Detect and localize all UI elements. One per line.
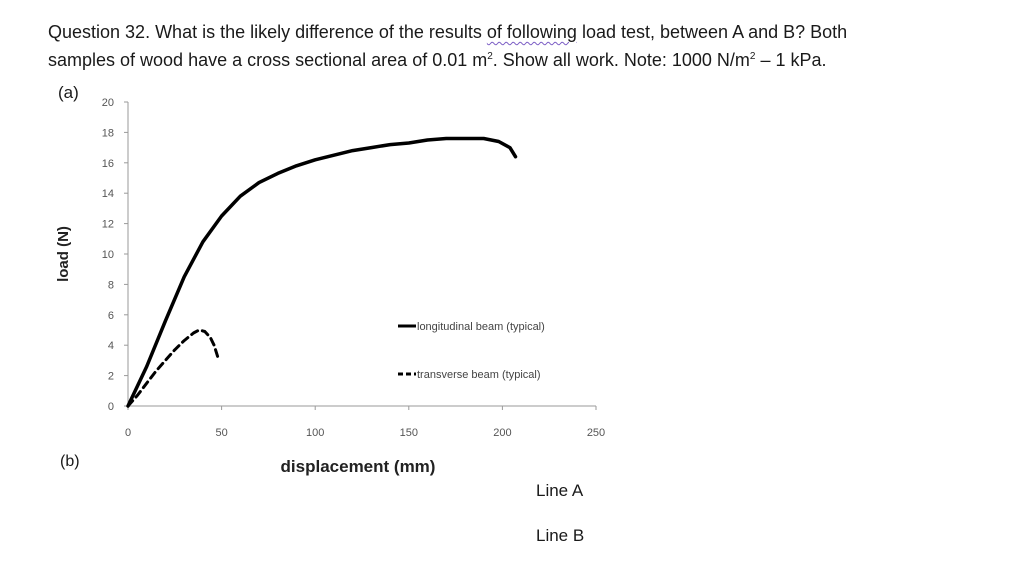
transverse-beam-line (126, 328, 220, 408)
y-tick-label: 18 (102, 127, 114, 139)
y-tick-label: 6 (108, 310, 114, 322)
question-line2-mid: . Show all work. Note: 1000 N/m (492, 50, 750, 70)
y-tick-label: 10 (102, 249, 114, 261)
superscript-squared: 2 (749, 51, 756, 62)
y-tick-label: 16 (102, 158, 114, 170)
x-tick-label: 200 (493, 427, 511, 439)
question-line2-start: samples of wood have a cross sectional a… (48, 50, 488, 70)
x-tick-label: 150 (400, 427, 418, 439)
part-a-label: (a) (58, 83, 79, 102)
question-line2-end: – 1 kPa. (755, 50, 827, 70)
x-tick-label: 250 (587, 427, 605, 439)
x-tick-label: 100 (306, 427, 324, 439)
load-displacement-chart: 0 2 4 6 8 10 12 14 16 18 20 0 50 100 150 200 250 displace… (48, 80, 628, 478)
line-b-label: Line B (536, 526, 585, 545)
longitudinal-beam-line (126, 136, 518, 408)
y-tick-label: 0 (108, 401, 114, 413)
x-tick-label: 0 (125, 427, 131, 439)
question-line1-end: load test, between A and B? Both (576, 22, 848, 42)
x-tick-label: 50 (215, 427, 227, 439)
question-line1-start: Question 32. What is the likely differen… (48, 22, 487, 42)
y-tick-label: 12 (102, 219, 114, 231)
legend-label: transverse beam (typical) (417, 369, 541, 381)
y-tick-label: 8 (108, 279, 114, 291)
x-axis-title: displacement (mm) (281, 457, 436, 476)
y-axis-title: load (N) (55, 226, 72, 282)
superscript-squared: 2 (487, 51, 493, 62)
y-tick-label: 20 (102, 97, 114, 109)
question-spellcheck-phrase: of following (486, 22, 577, 42)
legend-label: longitudinal beam (typical) (417, 321, 545, 333)
question-text: Question 32. What is the likely differen… (48, 18, 988, 74)
y-tick-label: 2 (108, 371, 114, 383)
part-b-label: (b) (60, 453, 80, 470)
line-a-label: Line A (536, 481, 584, 500)
y-tick-label: 14 (102, 188, 114, 200)
y-tick-label: 4 (108, 340, 114, 352)
